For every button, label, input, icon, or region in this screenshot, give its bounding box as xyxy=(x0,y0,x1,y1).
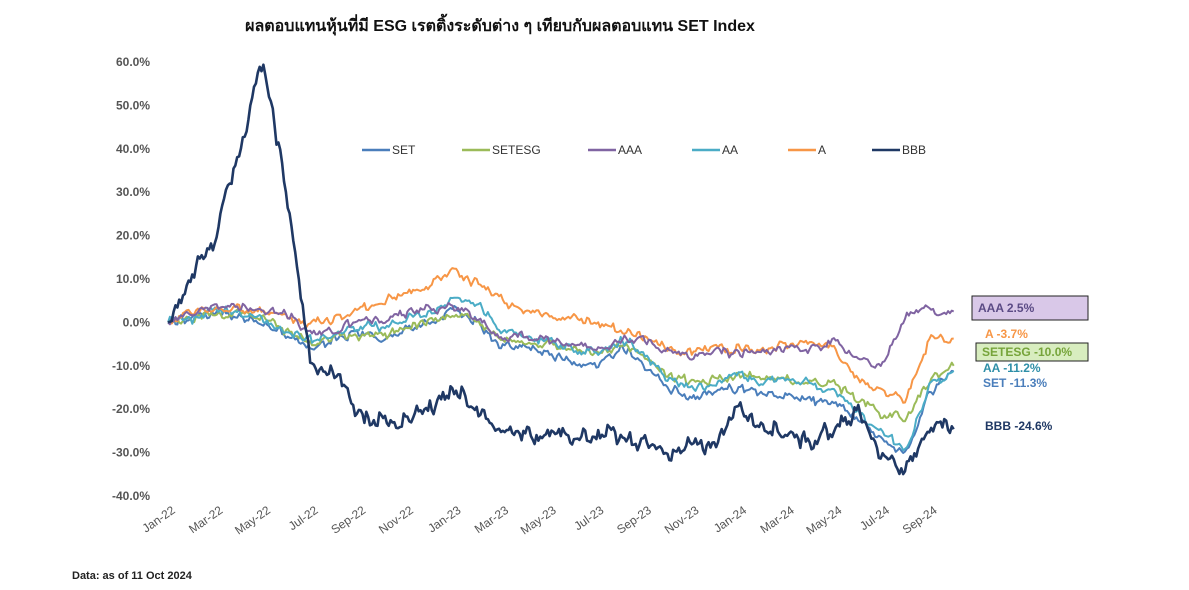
x-tick-label: Sep-23 xyxy=(614,503,654,537)
legend-label-setesg: SETESG xyxy=(492,143,541,157)
y-tick-label: 10.0% xyxy=(116,272,150,286)
x-tick-label: Jul-24 xyxy=(857,503,892,533)
legend-label-set: SET xyxy=(392,143,416,157)
y-tick-label: 20.0% xyxy=(116,229,150,243)
legend-label-a: A xyxy=(818,143,826,157)
end-label-box-setesg xyxy=(975,342,1089,362)
x-tick-label: Jan-22 xyxy=(140,503,178,536)
x-tick-label: Jul-23 xyxy=(571,503,606,533)
end-label-set: SET -11.3% xyxy=(983,376,1047,390)
end-labels: AAA 2.5% A -3.7% SETESG -10.0% AA -11.2%SET… xyxy=(971,295,1089,433)
legend: SET SETESG AAA AA A BBB xyxy=(362,143,926,157)
end-label-setesg: SETESG -10.0% xyxy=(982,345,1072,359)
x-tick-label: Jul-22 xyxy=(286,503,321,533)
x-tick-label: Jan-24 xyxy=(711,503,749,536)
x-tick-label: Nov-22 xyxy=(376,503,416,537)
legend-label-aaa: AAA xyxy=(618,143,642,157)
y-axis: 60.0% 50.0% 40.0% 30.0% 20.0% 10.0% 0.0% -10.0%… xyxy=(112,55,150,503)
x-tick-label: Nov-23 xyxy=(662,503,702,537)
x-axis: Jan-22 Mar-22 May-22 Jul-22 Sep-22 Nov-22 Jan-… xyxy=(140,503,940,538)
x-tick-label: May-23 xyxy=(518,503,559,538)
y-tick-label: -10.0% xyxy=(112,359,150,373)
legend-label-aa: AA xyxy=(722,143,738,157)
series-line-setesg xyxy=(167,308,955,423)
y-tick-label: 30.0% xyxy=(116,185,150,199)
y-tick-label: 40.0% xyxy=(116,142,150,156)
y-tick-label: 0.0% xyxy=(123,315,151,329)
y-tick-label: -40.0% xyxy=(112,489,150,503)
x-tick-label: Mar-24 xyxy=(758,503,797,536)
end-label-box-aaa xyxy=(971,295,1089,321)
series-line-bbb xyxy=(167,63,955,476)
x-tick-label: Mar-23 xyxy=(472,503,511,536)
y-tick-label: -20.0% xyxy=(112,402,150,416)
series-line-set xyxy=(167,305,954,454)
end-label-a: A -3.7% xyxy=(985,327,1028,341)
x-tick-label: Sep-22 xyxy=(328,503,368,537)
end-label-bbb: BBB -24.6% xyxy=(985,419,1053,433)
x-tick-label: Sep-24 xyxy=(900,503,940,537)
y-tick-label: -30.0% xyxy=(112,446,150,460)
series-lines xyxy=(167,63,955,476)
end-label-aaa: AAA 2.5% xyxy=(978,301,1035,315)
series-line-aaa xyxy=(167,302,955,369)
end-label-aa: AA -11.2% xyxy=(983,361,1041,375)
chart-title: ผลตอบแทนหุ้นที่มี ESG เรตติ้งระดับต่าง ๆ… xyxy=(245,18,755,35)
series-line-aa xyxy=(167,296,955,452)
y-tick-label: 60.0% xyxy=(116,55,150,69)
x-tick-label: May-22 xyxy=(232,503,273,538)
x-tick-label: May-24 xyxy=(804,503,845,538)
legend-label-bbb: BBB xyxy=(902,143,926,157)
y-tick-label: 50.0% xyxy=(116,98,150,112)
x-tick-label: Mar-22 xyxy=(186,503,225,536)
series-line-a xyxy=(167,267,954,404)
x-tick-label: Jan-23 xyxy=(425,503,463,536)
footnote: Data: as of 11 Oct 2024 xyxy=(72,570,192,582)
